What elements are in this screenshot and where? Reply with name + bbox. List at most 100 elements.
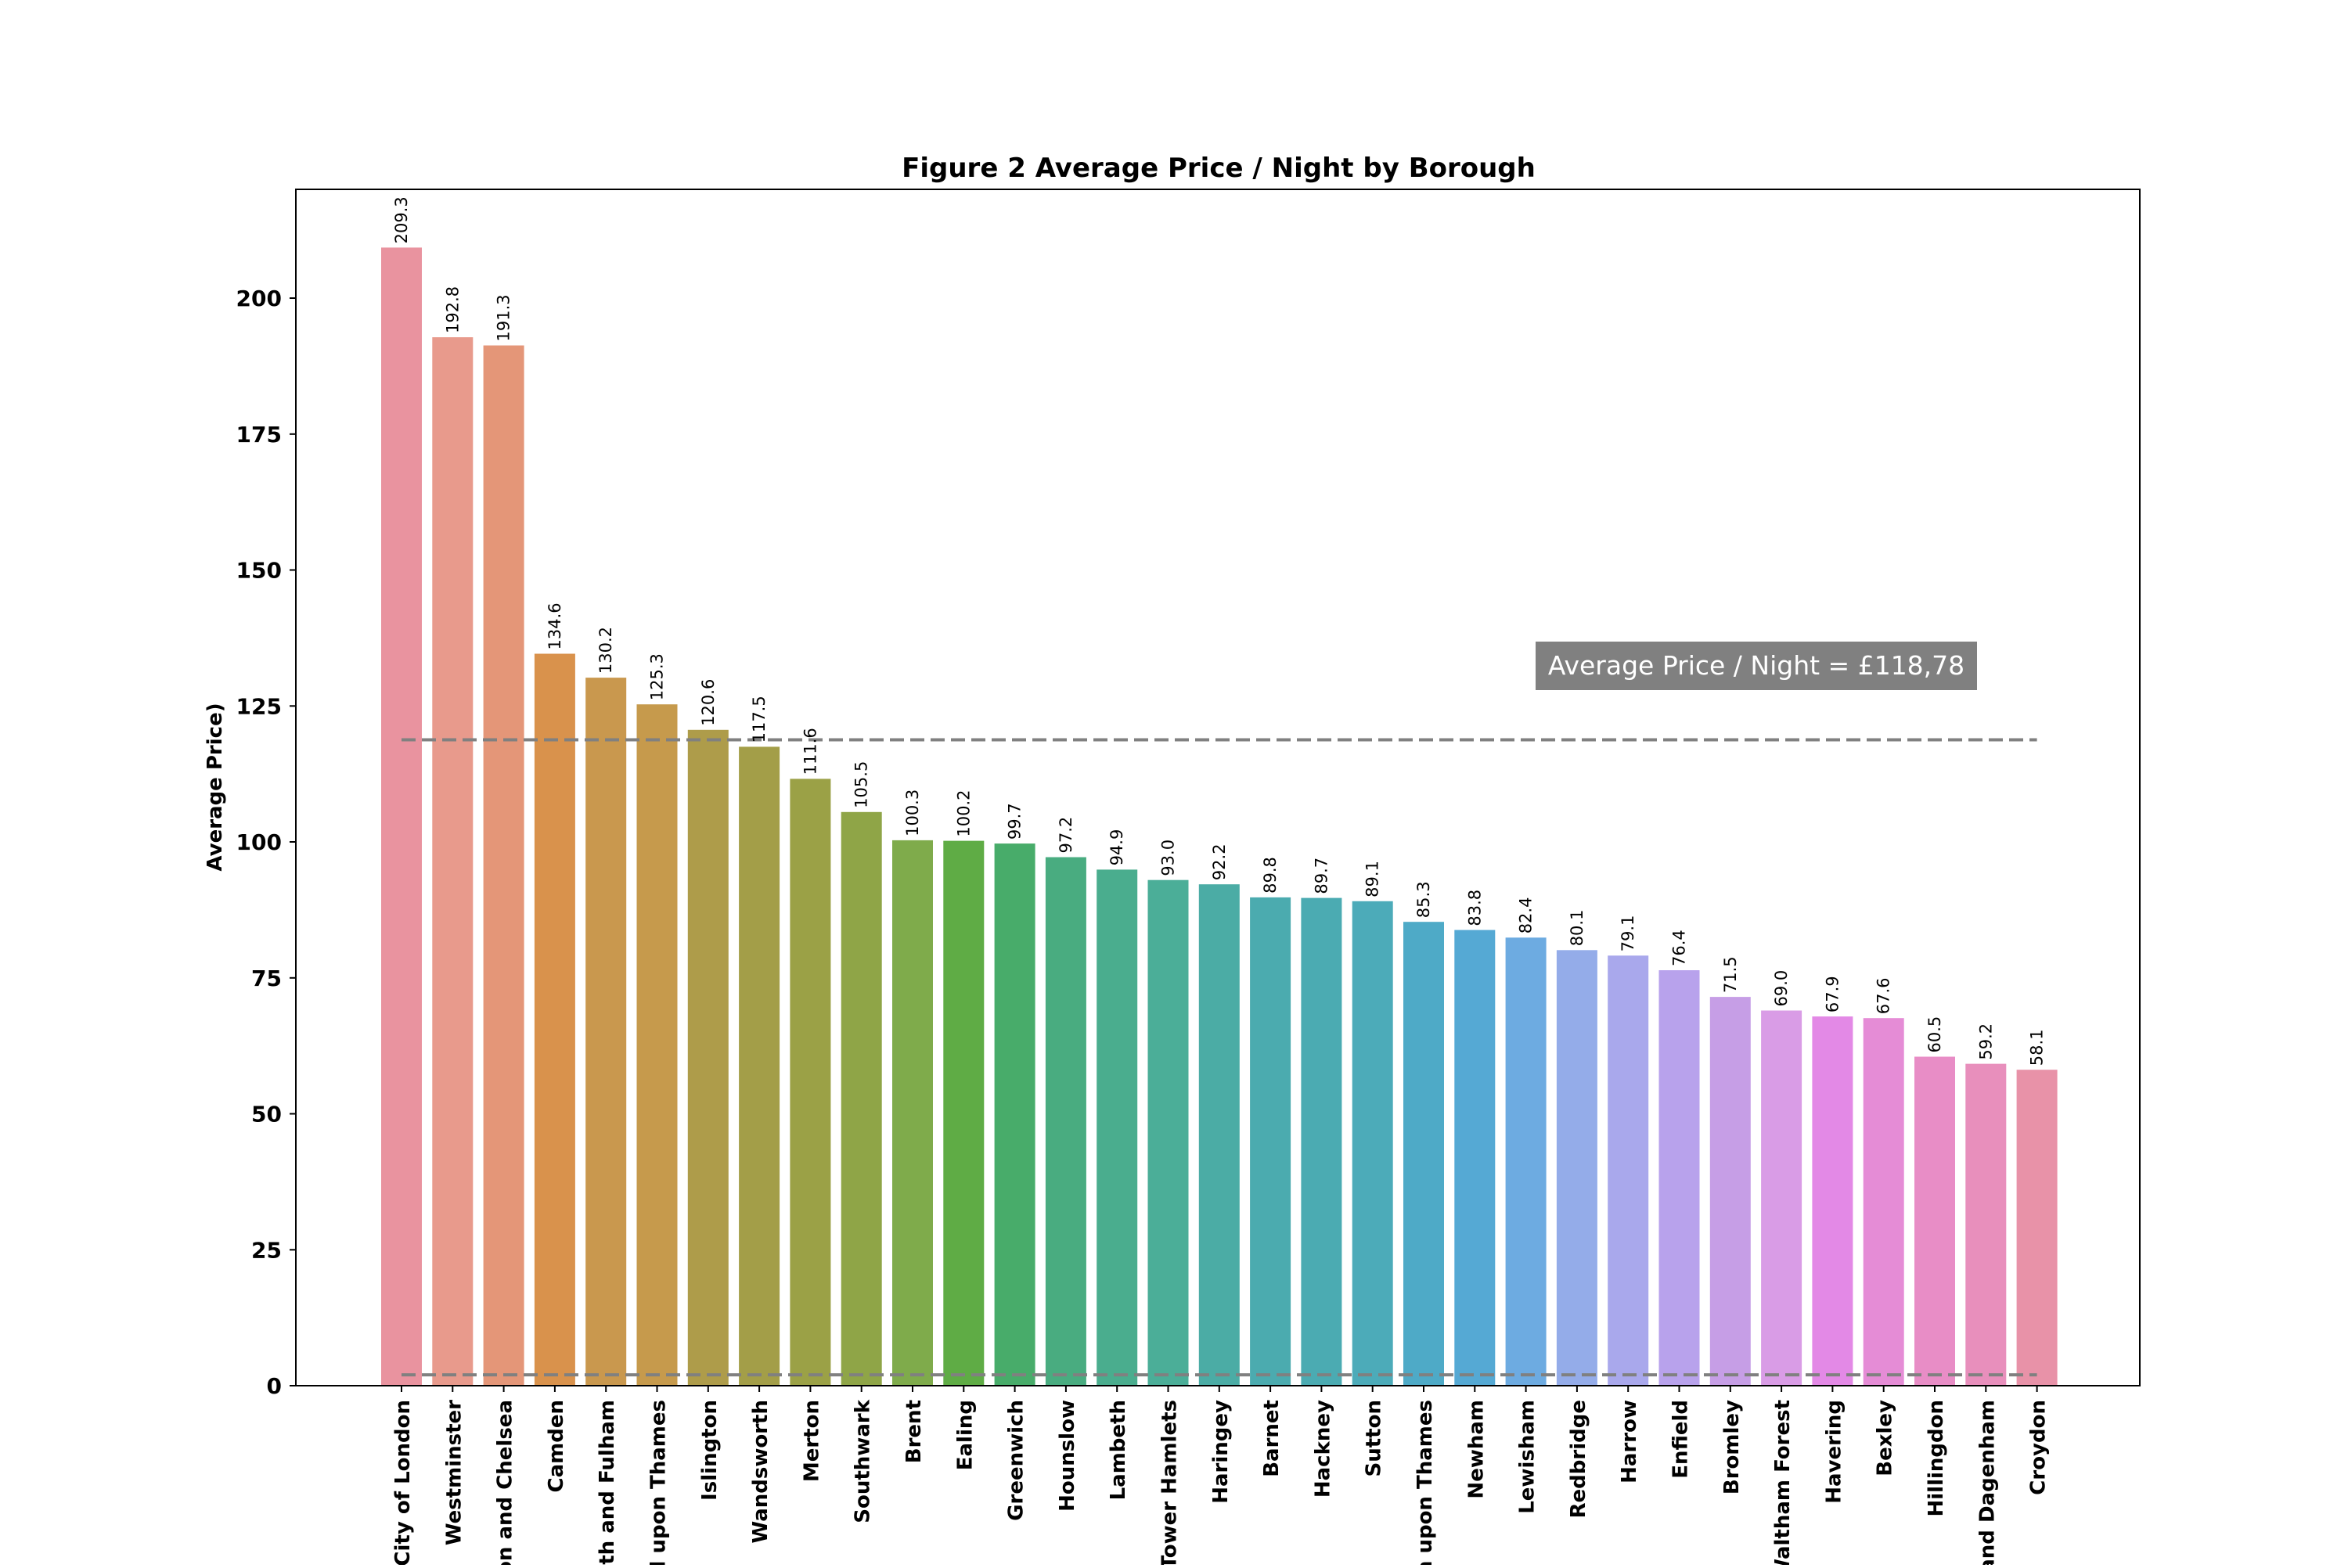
x-tick-label: Lambeth [1107, 1400, 1130, 1500]
data-label: 209.3 [392, 196, 411, 243]
data-label: 100.2 [954, 789, 973, 836]
y-tick-label: 175 [236, 422, 282, 448]
x-tick-label: Westminster [442, 1400, 466, 1545]
x-tick-label: Lewisham [1516, 1400, 1540, 1514]
bar [483, 345, 524, 1386]
bar [2016, 1070, 2058, 1386]
data-label: 191.3 [495, 294, 513, 341]
x-tick-label: ith and Fulham [596, 1400, 619, 1565]
bar [1403, 922, 1444, 1386]
x-tick-label: on and Chelsea [494, 1400, 517, 1565]
data-label: 60.5 [1925, 1016, 1944, 1053]
bar [687, 729, 729, 1386]
bar [1045, 857, 1086, 1386]
bar [1812, 1016, 1853, 1386]
data-label: 125.3 [648, 653, 667, 700]
data-label: 85.3 [1414, 881, 1433, 918]
bar [636, 704, 678, 1386]
x-tick-label: Tower Hamlets [1158, 1400, 1182, 1565]
data-label: 89.7 [1312, 858, 1331, 894]
y-tick-label: 0 [267, 1373, 282, 1399]
data-label: 67.9 [1823, 976, 1842, 1012]
bar [1608, 955, 1649, 1386]
data-label: 99.7 [1006, 803, 1025, 840]
x-tick-label: Islington [698, 1400, 722, 1501]
x-tick-label: Bexley [1874, 1400, 1897, 1476]
bar [1709, 997, 1751, 1386]
x-tick-label: Sutton [1363, 1400, 1386, 1476]
bar [1761, 1010, 1802, 1386]
annotation-box [1536, 642, 1977, 690]
bar [1505, 937, 1547, 1386]
data-label: 120.6 [699, 679, 718, 726]
y-tick-label: 200 [236, 286, 282, 311]
x-tick-label: d upon Thames [647, 1400, 671, 1565]
bar [1097, 869, 1138, 1386]
reference-lines [402, 738, 2037, 1377]
y-axis-label: Average Price) [203, 703, 227, 871]
bar [1914, 1056, 1955, 1386]
data-label: 89.1 [1363, 861, 1382, 897]
x-tick-label: Newham [1464, 1400, 1488, 1499]
y-axis: 0 25 50 75 100 125 150 175 200 [236, 286, 296, 1399]
x-tick-label: Bromley [1720, 1400, 1744, 1494]
data-label: 111.6 [801, 728, 819, 775]
x-tick-label: Hackney [1311, 1400, 1334, 1498]
bar [1863, 1018, 1904, 1386]
y-tick-label: 25 [251, 1237, 282, 1263]
data-label: 69.0 [1772, 970, 1791, 1007]
bar [1301, 897, 1342, 1386]
data-label: 79.1 [1619, 915, 1637, 952]
bar [381, 247, 422, 1386]
data-label: 76.4 [1670, 930, 1689, 966]
x-axis: City of London Westminster on and Chelsea C… [391, 1386, 2051, 1568]
data-label: 92.2 [1210, 843, 1229, 880]
x-tick-label: Greenwich [1005, 1400, 1028, 1521]
bar [1658, 970, 1700, 1386]
data-label: 192.8 [443, 286, 462, 333]
average-annotation: Average Price / Night = £118,78 [1536, 642, 1977, 690]
y-tick-label: 50 [251, 1102, 282, 1127]
data-label: 58.1 [2028, 1029, 2047, 1066]
data-labels: 209.3 192.8 191.3 134.6 130.2 125.3 120.6 117.5… [392, 196, 2047, 1066]
x-tick-label: Barnet [1260, 1400, 1284, 1477]
data-label: 105.5 [852, 761, 871, 808]
data-label: 89.8 [1261, 857, 1280, 894]
x-tick-label: Waltham Forest [1771, 1400, 1795, 1565]
data-label: 82.4 [1517, 897, 1536, 934]
x-tick-label: Southwark [852, 1399, 875, 1523]
data-label: 134.6 [546, 602, 564, 649]
data-label: 71.5 [1721, 956, 1740, 993]
y-tick-label: 100 [236, 829, 282, 855]
bar [994, 843, 1035, 1386]
data-label: 97.2 [1057, 817, 1075, 854]
bar [1352, 901, 1393, 1386]
bar [1198, 884, 1240, 1386]
x-tick-label: Ealing [953, 1400, 977, 1470]
data-label: 83.8 [1465, 890, 1484, 926]
bar [1454, 930, 1496, 1386]
x-tick-label: n upon Thames [1413, 1400, 1437, 1565]
x-tick-label: Enfield [1669, 1400, 1693, 1479]
x-tick-label: Haringey [1209, 1400, 1233, 1504]
x-tick-label: Croydon [2027, 1400, 2051, 1495]
data-label: 80.1 [1568, 910, 1586, 947]
x-tick-label: Havering [1822, 1400, 1846, 1504]
data-label: 59.2 [1976, 1023, 1995, 1060]
bar [943, 840, 985, 1386]
y-tick-label: 125 [236, 693, 282, 719]
bar [1250, 897, 1291, 1386]
bar [790, 779, 831, 1386]
bar [1556, 950, 1597, 1386]
bar [432, 337, 474, 1386]
x-tick-label: Hillingdon [1925, 1400, 1948, 1517]
bar [534, 653, 575, 1386]
data-label: 117.5 [750, 696, 769, 743]
x-tick-label: Harrow [1618, 1400, 1641, 1483]
x-tick-label: City of London [391, 1400, 415, 1565]
y-tick-label: 75 [251, 966, 282, 991]
x-tick-label: Merton [800, 1400, 823, 1482]
bar [1965, 1063, 2007, 1386]
bar [739, 746, 780, 1386]
y-tick-label: 150 [236, 558, 282, 584]
